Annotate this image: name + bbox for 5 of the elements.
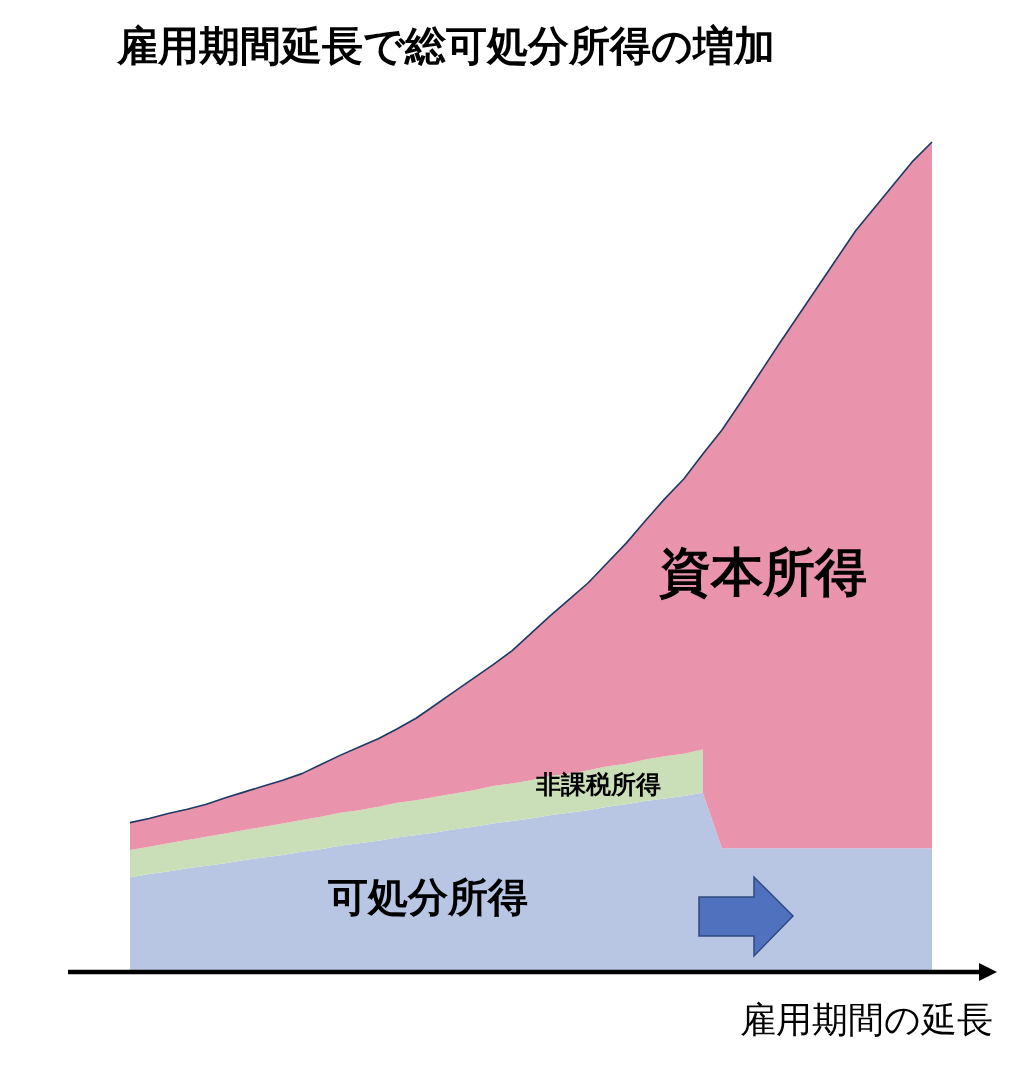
x-axis-title: 雇用期間の延長 [740,999,993,1040]
series-label: 非課税所得 [534,769,661,799]
series-label: 資本所得 [659,542,867,602]
chart-title: 雇用期間延長で総可処分所得の増加 [116,22,775,70]
series-label: 可処分所得 [327,874,528,920]
